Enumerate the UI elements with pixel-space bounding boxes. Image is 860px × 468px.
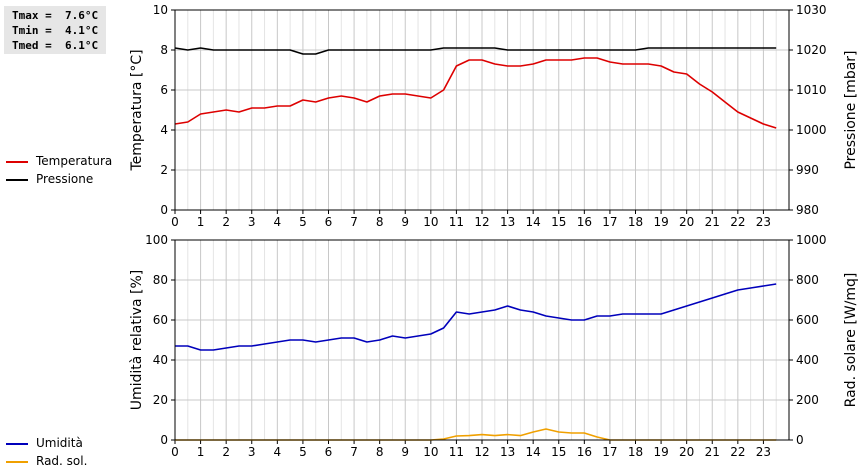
y2-tick-label: 400 (796, 353, 819, 367)
y2-tick-label: 1030 (796, 3, 827, 17)
x-tick-label: 13 (500, 445, 515, 459)
x-tick-label: 11 (449, 445, 464, 459)
y-axis-label: Umidità relativa [%] (129, 270, 145, 411)
x-tick-label: 9 (401, 215, 409, 229)
x-tick-label: 4 (274, 445, 282, 459)
x-tick-label: 22 (730, 445, 745, 459)
x-tick-label: 20 (679, 215, 694, 229)
x-tick-label: 6 (325, 445, 333, 459)
y-tick-label: 20 (153, 393, 168, 407)
legend-item-pressione: Pressione (6, 172, 93, 186)
x-tick-label: 5 (299, 445, 307, 459)
x-tick-label: 1 (197, 445, 205, 459)
y-tick-label: 6 (160, 83, 168, 97)
legend-label-pressione: Pressione (36, 172, 94, 186)
plot-frame (174, 9, 790, 211)
y-tick-label: 100 (145, 233, 168, 247)
x-tick-label: 13 (500, 215, 515, 229)
y-tick-label: 8 (160, 43, 168, 57)
x-tick-label: 0 (171, 215, 179, 229)
y-axis-label: Temperatura [°C] (129, 49, 145, 171)
stat-tmax: Tmax = 7.6°C (12, 9, 99, 22)
x-tick-label: 2 (222, 445, 230, 459)
x-tick-label: 3 (248, 215, 256, 229)
y-tick-label: 0 (160, 433, 168, 447)
legend-swatch-temperatura (6, 160, 28, 163)
x-tick-label: 0 (171, 445, 179, 459)
x-tick-label: 1 (197, 215, 205, 229)
x-tick-label: 16 (577, 215, 592, 229)
y-tick-label: 2 (160, 163, 168, 177)
x-tick-label: 12 (474, 215, 489, 229)
x-tick-label: 15 (551, 445, 566, 459)
series-line-0-1 (174, 47, 777, 55)
y2-tick-label: 980 (796, 203, 819, 217)
series-line-1-0 (175, 283, 777, 351)
y-tick-label: 60 (153, 313, 168, 327)
x-tick-label: 16 (577, 445, 592, 459)
x-tick-label: 14 (526, 215, 541, 229)
legend-swatch-pressione (6, 178, 28, 181)
y2-tick-label: 990 (796, 163, 819, 177)
legend-item-umidita: Umidità (6, 436, 83, 450)
x-tick-label: 6 (325, 215, 333, 229)
y2-tick-label: 200 (796, 393, 819, 407)
x-tick-label: 22 (730, 215, 745, 229)
x-tick-label: 18 (628, 215, 643, 229)
x-tick-label: 8 (376, 445, 384, 459)
legend-item-temperatura: Temperatura (6, 154, 112, 168)
y2-axis-label: Pressione [mbar] (843, 50, 859, 169)
x-tick-label: 10 (423, 445, 438, 459)
stat-tmin: Tmin = 4.1°C (12, 24, 99, 37)
x-tick-label: 23 (756, 215, 771, 229)
y2-tick-label: 600 (796, 313, 819, 327)
x-tick-label: 17 (602, 215, 617, 229)
x-tick-label: 11 (449, 215, 464, 229)
x-tick-label: 19 (653, 445, 668, 459)
legend-swatch-rad-sol (6, 460, 28, 463)
y-tick-label: 10 (153, 3, 168, 17)
x-tick-label: 19 (653, 215, 668, 229)
x-tick-label: 10 (423, 215, 438, 229)
x-tick-label: 4 (274, 215, 282, 229)
y-tick-label: 80 (153, 273, 168, 287)
x-tick-label: 21 (705, 445, 720, 459)
y2-tick-label: 1020 (796, 43, 827, 57)
y2-tick-label: 1000 (796, 233, 827, 247)
series-line-1-1 (175, 428, 777, 441)
y2-axis-label: Rad. solare [W/mq] (843, 273, 859, 408)
stats-box: Tmax = 7.6°C Tmin = 4.1°C Tmed = 6.1°C (4, 6, 106, 54)
y2-tick-label: 1010 (796, 83, 827, 97)
y2-tick-label: 0 (796, 433, 804, 447)
plot-frame (174, 239, 790, 441)
x-tick-label: 2 (222, 215, 230, 229)
x-tick-label: 20 (679, 445, 694, 459)
x-tick-label: 14 (526, 445, 541, 459)
x-tick-label: 23 (756, 445, 771, 459)
y2-tick-label: 800 (796, 273, 819, 287)
x-tick-label: 21 (705, 215, 720, 229)
x-tick-label: 15 (551, 215, 566, 229)
stat-tmed: Tmed = 6.1°C (12, 39, 99, 52)
x-tick-label: 9 (401, 445, 409, 459)
legend-label-umidita: Umidità (36, 436, 83, 450)
x-tick-label: 7 (350, 215, 358, 229)
y-tick-label: 0 (160, 203, 168, 217)
series-line-0-0 (174, 57, 777, 129)
legend-label-temperatura: Temperatura (36, 154, 113, 168)
x-tick-label: 8 (376, 215, 384, 229)
x-tick-label: 18 (628, 445, 643, 459)
legend-swatch-umidita (6, 442, 28, 445)
x-tick-label: 5 (299, 215, 307, 229)
x-tick-label: 3 (248, 445, 256, 459)
x-tick-label: 17 (602, 445, 617, 459)
y2-tick-label: 1000 (796, 123, 827, 137)
x-tick-label: 7 (350, 445, 358, 459)
y-tick-label: 40 (153, 353, 168, 367)
y-tick-label: 4 (160, 123, 168, 137)
x-tick-label: 12 (474, 445, 489, 459)
